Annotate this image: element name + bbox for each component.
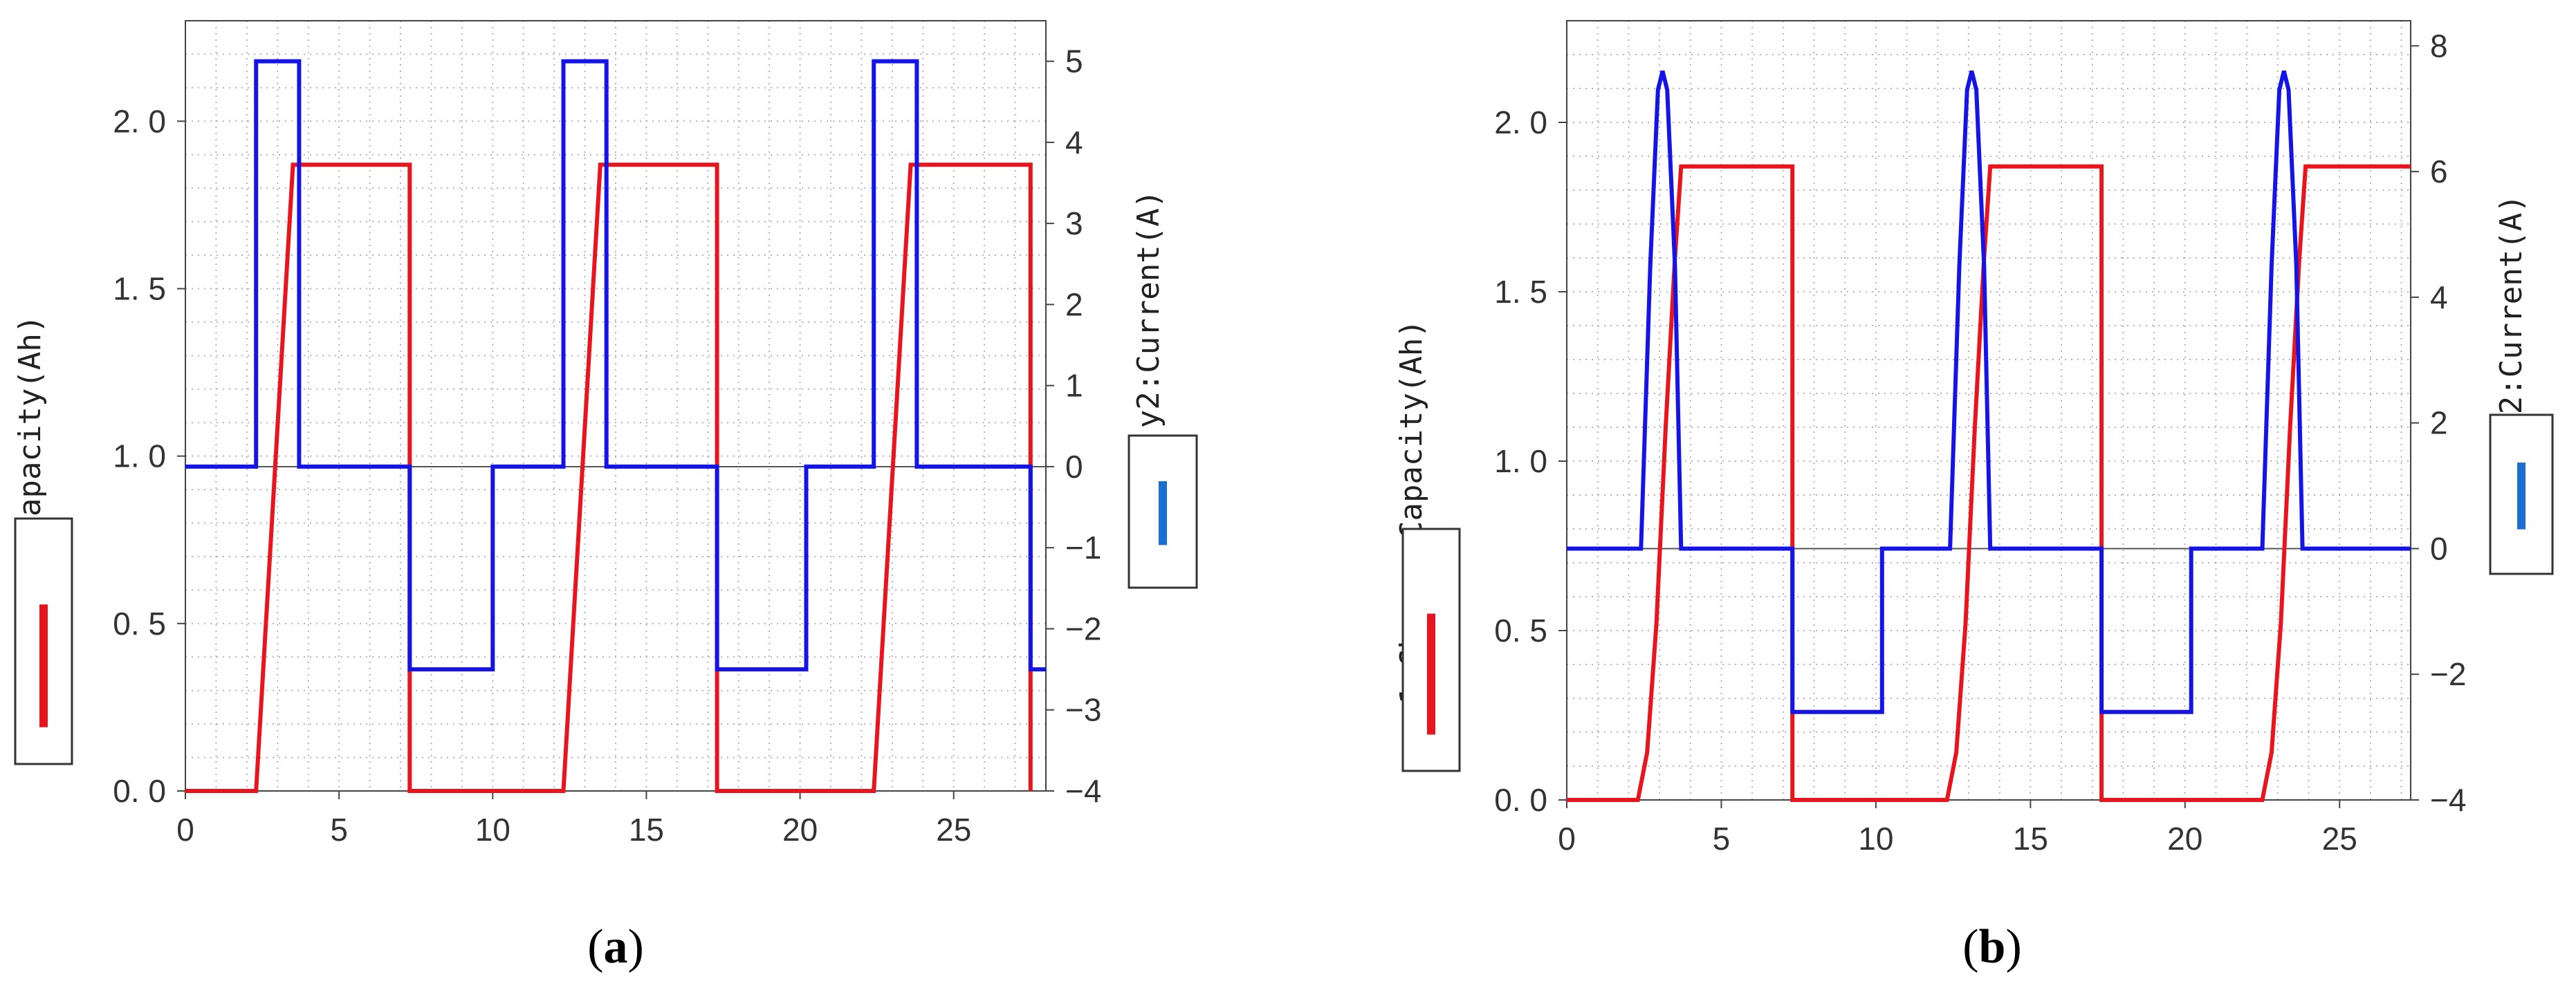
y2-tick-label: 2 — [2430, 405, 2448, 441]
x-tick-label: 0 — [176, 812, 194, 848]
y1-tick-label: 1. 5 — [1494, 274, 1547, 310]
x-tick-label: 5 — [1713, 821, 1731, 857]
y2-tick-label: 4 — [2430, 279, 2448, 315]
y2-tick-label: −2 — [2430, 656, 2466, 692]
y2-tick-label: −1 — [1065, 530, 1101, 566]
y2-tick-label: 8 — [2430, 28, 2448, 64]
y2-tick-label: 1 — [1065, 368, 1083, 404]
caption-close: ) — [628, 920, 644, 973]
y2-tick-label: −3 — [1065, 692, 1101, 728]
x-tick-label: 10 — [475, 812, 510, 848]
series-current — [185, 59, 1046, 672]
y2-tick-label: −2 — [1065, 610, 1101, 646]
caption-letter: a — [604, 920, 628, 973]
caption-open: ( — [1962, 920, 1978, 973]
x-tick-label: 15 — [629, 812, 664, 848]
y2-tick-label: 2 — [1065, 286, 1083, 322]
x-tick-label: 10 — [1858, 821, 1893, 857]
series-current — [1567, 70, 2411, 714]
caption: (b) — [1962, 920, 2022, 973]
y1-tick-label: 2. 0 — [1494, 104, 1547, 140]
x-tick-label: 5 — [330, 812, 348, 848]
y1-tick-label: 2. 0 — [113, 103, 166, 139]
y1-tick-label: 0. 5 — [1494, 613, 1547, 649]
chart-a: 0 5 10 15 20 250. 00. 51. 01. 52. 0543210−1−2… — [12, 20, 1198, 973]
x-tick-label: 20 — [2167, 821, 2202, 857]
y1-tick-label: 1. 0 — [1494, 443, 1547, 479]
y2-tick-label: 0 — [2430, 530, 2448, 566]
caption-close: ) — [2005, 920, 2021, 973]
x-tick-label: 15 — [2013, 821, 2048, 857]
y1-tick-label: 0. 0 — [113, 773, 166, 809]
plot-frame — [1566, 20, 2411, 801]
y2-axis-label: y2:Current(A) — [1131, 190, 1166, 428]
y2-tick-label: 5 — [1065, 44, 1083, 80]
y2-tick-label: 6 — [2430, 153, 2448, 189]
y1-tick-label: 1. 0 — [113, 438, 166, 474]
series-charge-capacity — [185, 162, 1033, 793]
y2-axis-label: y2:Current(A) — [2494, 194, 2529, 432]
caption: (a) — [587, 920, 644, 973]
y2-tick-label: −4 — [2430, 782, 2466, 818]
caption-open: ( — [587, 920, 603, 973]
y1-tick-label: 0. 5 — [113, 606, 166, 642]
y1-tick-label: 0. 0 — [1494, 782, 1547, 818]
plot-frame — [185, 20, 1047, 792]
caption-letter: b — [1979, 920, 2006, 973]
y1-tick-label: 1. 5 — [113, 270, 166, 306]
x-tick-label: 20 — [782, 812, 818, 848]
y2-tick-label: 4 — [1065, 124, 1083, 160]
y2-tick-label: 3 — [1065, 205, 1083, 241]
x-tick-label: 25 — [936, 812, 971, 848]
x-tick-label: 25 — [2322, 821, 2357, 857]
y2-tick-label: 0 — [1065, 449, 1083, 485]
x-tick-label: 0 — [1558, 821, 1576, 857]
y2-tick-label: −4 — [1065, 773, 1101, 809]
chart-b: 0 5 10 15 20 250. 00. 51. 01. 52. 086420−2−4y… — [1394, 20, 2554, 973]
series-charge-capacity — [1567, 164, 2411, 802]
